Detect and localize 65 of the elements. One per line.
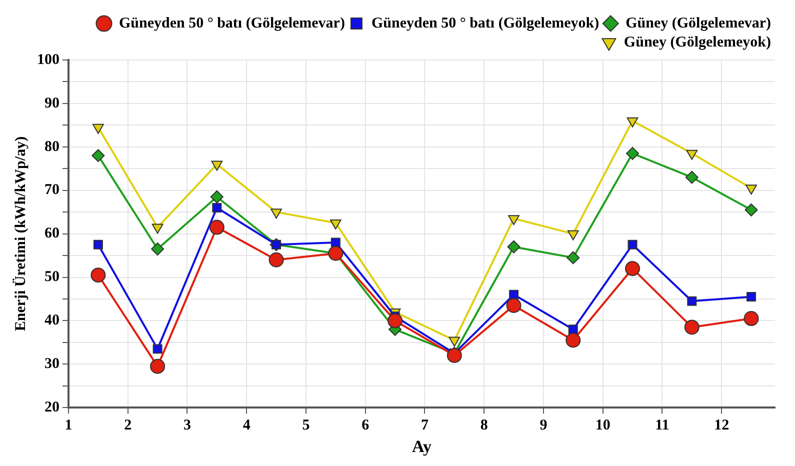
- x-tick-label: 5: [302, 417, 310, 434]
- point: [744, 311, 759, 326]
- point: [93, 240, 103, 250]
- point: [152, 224, 164, 234]
- x-tick-label: 6: [362, 417, 370, 434]
- point: [566, 251, 580, 264]
- y-tick-label: 50: [44, 269, 60, 286]
- y-tick-label: 40: [44, 312, 60, 329]
- point: [268, 252, 284, 268]
- point: [628, 240, 638, 250]
- x-tick-label: 1: [64, 417, 72, 434]
- point: [746, 292, 756, 302]
- x-tick-label: 7: [420, 417, 429, 434]
- point: [151, 242, 164, 256]
- x-tick-label: 11: [655, 417, 670, 434]
- point: [212, 202, 222, 212]
- point: [270, 208, 282, 219]
- y-tick-label: 70: [44, 182, 60, 198]
- point: [626, 117, 638, 128]
- point: [92, 124, 104, 134]
- y-tick-label: 20: [44, 399, 60, 416]
- point: [90, 268, 106, 283]
- point: [150, 358, 166, 374]
- x-tick-label: 4: [242, 417, 251, 434]
- point: [211, 160, 223, 171]
- legend-label: Güneyden 50 ° batı (Gölgelemeyok): [371, 15, 600, 32]
- y-tick-label: 60: [44, 226, 60, 242]
- point: [685, 170, 698, 184]
- point: [746, 184, 757, 195]
- point: [626, 146, 640, 160]
- y-axis-title: Enerji Üretimi (kWh/kWp/ay): [12, 136, 29, 332]
- point: [566, 332, 581, 348]
- point: [507, 240, 520, 254]
- point: [744, 203, 758, 216]
- point: [330, 238, 340, 248]
- x-tick-label: 10: [595, 417, 610, 434]
- x-axis-title: Ay: [412, 437, 432, 456]
- y-tick-label: 30: [44, 356, 60, 372]
- point: [446, 348, 462, 363]
- y-tick-label: 80: [44, 138, 60, 155]
- point: [568, 324, 578, 334]
- legend-label: Güney (Gölgelemevar): [626, 15, 772, 32]
- point: [686, 150, 698, 160]
- point: [506, 298, 522, 313]
- y-tick-label: 90: [44, 95, 60, 112]
- point: [687, 296, 697, 306]
- legend-label: Güneyden 50 ° batı (Gölgelemevar): [118, 15, 345, 32]
- point: [210, 190, 224, 204]
- x-tick-label: 3: [183, 417, 191, 434]
- legend-label: Güney (Gölgelemeyok): [624, 34, 772, 50]
- point: [330, 219, 342, 230]
- x-tick-label: 9: [540, 417, 548, 434]
- x-tick-label: 2: [124, 417, 132, 434]
- point: [92, 149, 105, 162]
- point: [509, 290, 519, 300]
- point: [388, 313, 403, 328]
- x-tick-label: 8: [480, 417, 488, 434]
- point: [152, 344, 162, 354]
- point: [567, 230, 579, 240]
- point: [684, 320, 700, 335]
- x-tick-label: 12: [714, 417, 730, 434]
- point: [508, 215, 520, 226]
- point: [209, 220, 224, 235]
- point: [625, 261, 640, 276]
- y-tick-label: 100: [37, 52, 60, 68]
